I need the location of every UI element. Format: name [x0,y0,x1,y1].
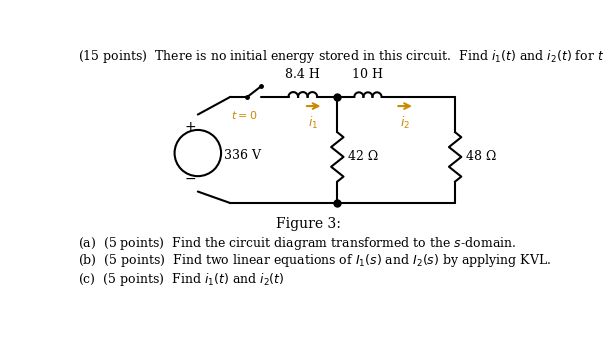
Text: 42 Ω: 42 Ω [348,150,379,164]
Text: 10 H: 10 H [352,68,383,81]
Text: 336 V: 336 V [224,149,261,162]
Text: 8.4 H: 8.4 H [285,68,320,81]
Text: 48 Ω: 48 Ω [466,150,496,164]
Text: (b)  (5 points)  Find two linear equations of $I_1(s)$ and $I_2(s)$ by applying : (b) (5 points) Find two linear equations… [78,253,552,269]
Text: −: − [185,172,196,186]
Text: $t=0$: $t=0$ [231,109,257,121]
Text: (a)  (5 points)  Find the circuit diagram transformed to the $s$-domain.: (a) (5 points) Find the circuit diagram … [78,235,517,253]
Text: (15 points)  There is no initial energy stored in this circuit.  Find $i_1(t)$ a: (15 points) There is no initial energy s… [78,48,603,65]
Text: +: + [185,120,196,134]
Text: Figure 3:: Figure 3: [276,217,341,231]
Text: (c)  (5 points)  Find $i_1(t)$ and $i_2(t)$: (c) (5 points) Find $i_1(t)$ and $i_2(t)… [78,271,285,288]
Text: $i_2$: $i_2$ [400,115,410,131]
Text: $i_1$: $i_1$ [308,115,318,131]
